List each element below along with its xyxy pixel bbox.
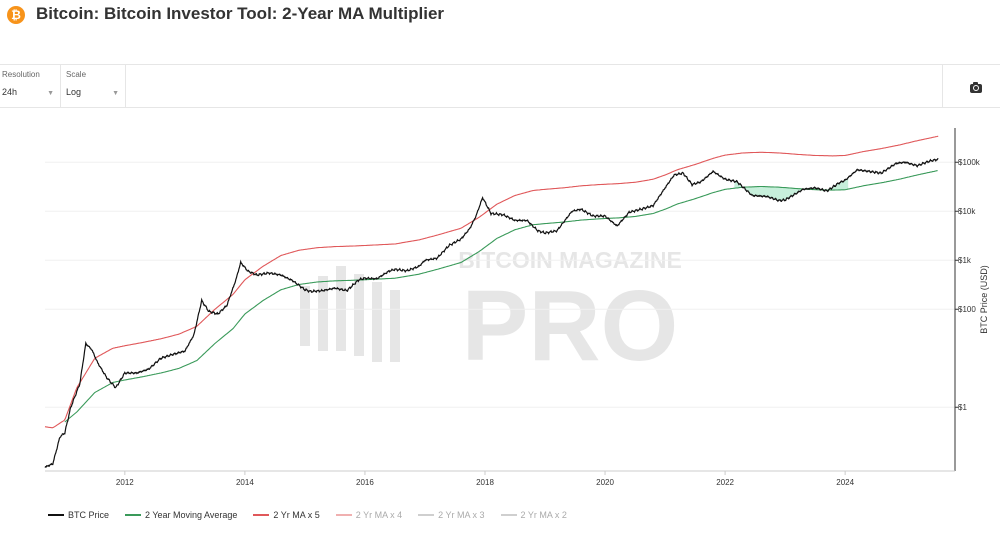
series-lines: [44, 135, 939, 468]
scale-value: Log: [66, 87, 82, 97]
x-tick-label: 2024: [836, 478, 854, 487]
watermark-logo-text: PRO: [462, 270, 679, 382]
price-below-ma-fill: [734, 177, 849, 202]
export-image-button[interactable]: [942, 65, 1000, 107]
x-tick-label: 2020: [596, 478, 614, 487]
legend-swatch: [253, 513, 270, 516]
bitcoin-logo-icon: ₿: [7, 6, 25, 24]
legend-swatch: [48, 513, 64, 516]
legend-label: 2 Yr MA x 5: [273, 510, 320, 520]
legend-item[interactable]: 2 Year Moving Average: [125, 510, 237, 520]
y-tick-label: $10k: [958, 207, 976, 216]
resolution-label: Resolution: [2, 70, 40, 79]
series-line-2-year-moving-average: [64, 170, 938, 423]
legend-item[interactable]: 2 Yr MA x 5: [253, 510, 320, 520]
x-axis: 2012 2014 2016 2018 2020 2022 2024: [116, 471, 855, 487]
legend-item[interactable]: BTC Price: [48, 510, 109, 520]
y-tick-label: $100k: [958, 158, 981, 167]
legend-swatch: [335, 513, 352, 516]
x-tick-label: 2018: [476, 478, 494, 487]
y-axis-label: BTC Price (USD): [979, 265, 989, 334]
legend-label: 2 Yr MA x 3: [438, 510, 485, 520]
legend-item[interactable]: 2 Yr MA x 2: [500, 510, 567, 520]
resolution-select[interactable]: Resolution 24h ▼: [0, 65, 61, 107]
resolution-value: 24h: [2, 87, 18, 97]
page-header: ₿ Bitcoin: Bitcoin Investor Tool: 2-Year…: [0, 0, 1000, 62]
page-title: Bitcoin: Bitcoin Investor Tool: 2-Year M…: [36, 4, 445, 23]
y-tick-label: $1: [958, 403, 967, 412]
chart-area: BITCOIN MAGAZINE PRO 2012 2014 2016 2018 202…: [44, 128, 989, 487]
legend-swatch: [125, 513, 142, 516]
chevron-down-icon: ▼: [47, 90, 54, 97]
legend-label: 2 Yr MA x 4: [355, 510, 403, 520]
series-line-btc-price: [44, 157, 939, 468]
x-tick-label: 2016: [356, 478, 374, 487]
legend-swatch: [500, 513, 517, 516]
y-axis: $1 $100 $1k $10k $100k: [955, 158, 981, 412]
chart-legend: BTC Price 2 Year Moving Average 2 Yr MA x …: [48, 510, 583, 524]
legend-label: 2 Yr MA x 2: [520, 510, 567, 520]
watermark-bars-icon: [300, 266, 400, 362]
scale-label: Scale: [66, 70, 87, 79]
camera-icon: [970, 82, 982, 93]
y-tick-label: $1k: [958, 256, 972, 265]
legend-label: BTC Price: [68, 510, 110, 520]
legend-item[interactable]: 2 Yr MA x 3: [418, 510, 485, 520]
chevron-down-icon: ▼: [112, 90, 119, 97]
x-tick-label: 2014: [236, 478, 254, 487]
scale-select[interactable]: Scale Log ▼: [61, 65, 126, 107]
watermark: BITCOIN MAGAZINE PRO: [300, 247, 682, 382]
legend-swatch: [418, 513, 435, 516]
series-line-2-yr-ma-x-5: [44, 135, 939, 429]
chart-controls: Resolution 24h ▼ Scale Log ▼: [0, 64, 1000, 108]
y-tick-label: $100: [958, 305, 976, 314]
legend-item[interactable]: 2 Yr MA x 4: [335, 510, 403, 520]
y-gridlines: [45, 161, 955, 408]
legend-label: 2 Year Moving Average: [145, 510, 238, 520]
x-tick-label: 2022: [716, 478, 734, 487]
x-tick-label: 2012: [116, 478, 134, 487]
